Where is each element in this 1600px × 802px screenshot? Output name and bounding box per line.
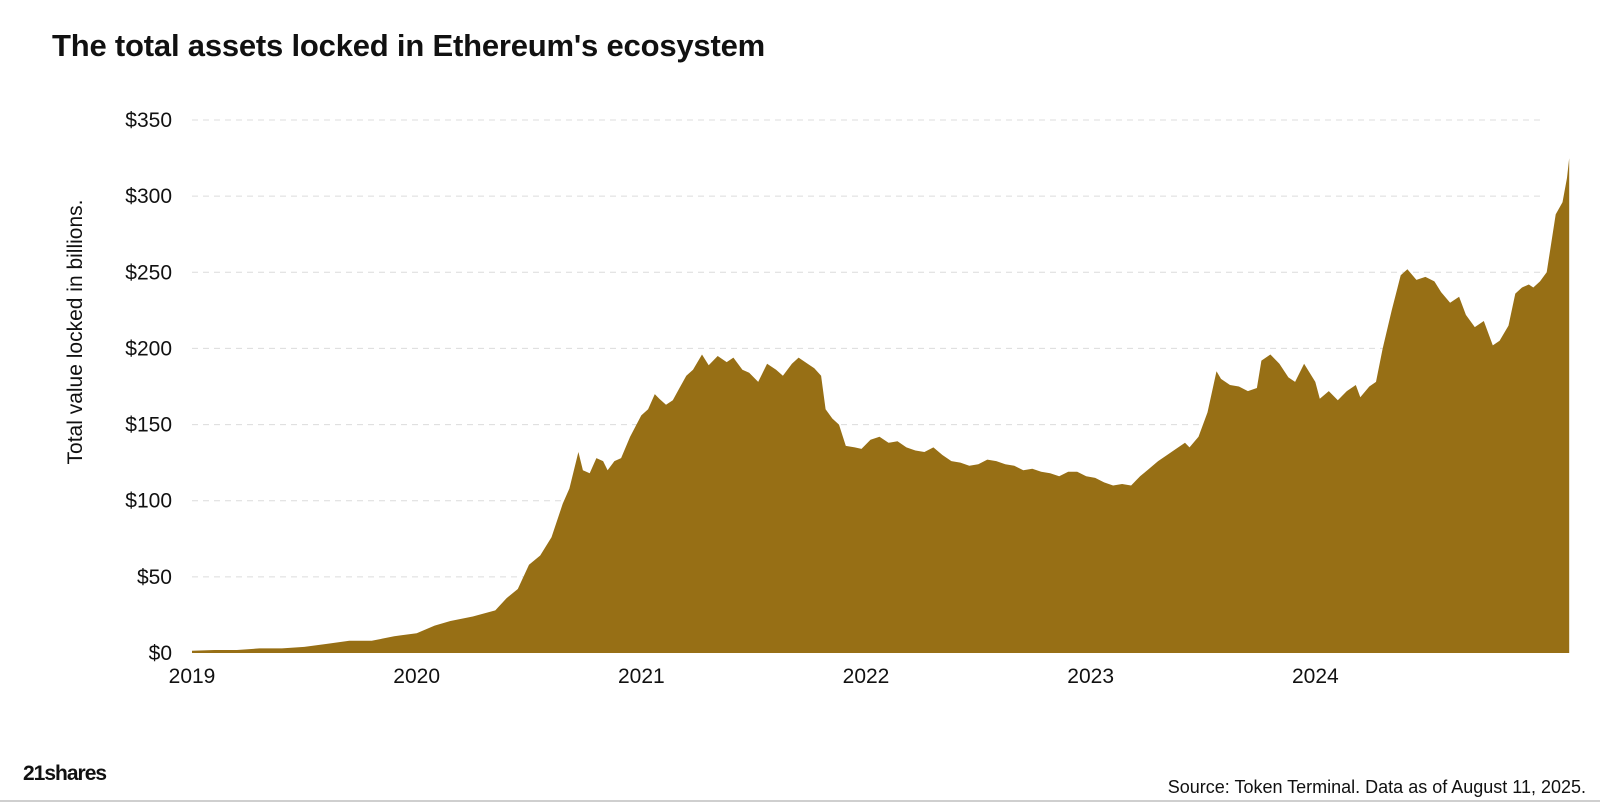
logo-text: 21shares: [23, 762, 107, 785]
y-tick-label: $0: [149, 642, 172, 665]
y-tick-label: $50: [137, 566, 172, 589]
area-series-0: [192, 158, 1570, 653]
bottom-divider: [0, 800, 1600, 802]
y-tick-label: $100: [125, 490, 172, 513]
x-axis-ticks: 2019 2020 2021 2022 2023 2024: [169, 665, 1339, 688]
area-series: [192, 158, 1570, 653]
y-tick-label: $300: [125, 185, 172, 208]
x-tick-label: 2020: [393, 665, 440, 688]
x-tick-label: 2023: [1067, 665, 1114, 688]
y-tick-label: $150: [125, 414, 172, 437]
y-tick-label: $350: [125, 109, 172, 132]
y-axis-ticks: $0 $50 $100 $150 $200 $250 $300 $350: [125, 109, 172, 665]
x-tick-label: 2024: [1292, 665, 1339, 688]
x-tick-label: 2019: [169, 665, 216, 688]
chart-title: The total assets locked in Ethereum's ec…: [52, 28, 765, 63]
x-tick-label: 2022: [843, 665, 890, 688]
y-tick-label: $250: [125, 261, 172, 284]
source-note: Source: Token Terminal. Data as of Augus…: [1167, 777, 1586, 797]
x-tick-label: 2021: [618, 665, 665, 688]
y-axis-label: Total value locked in billions.: [64, 200, 87, 465]
brand-logo: 21shares: [23, 762, 107, 786]
y-tick-label: $200: [125, 337, 172, 360]
